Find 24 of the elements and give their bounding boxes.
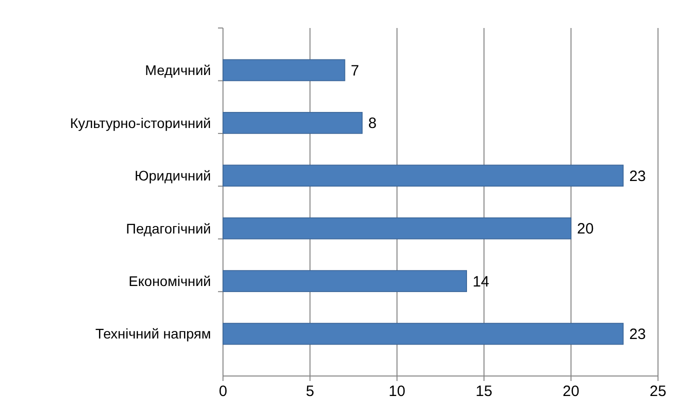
x-tick-label: 15 — [476, 383, 492, 400]
data-label: 14 — [472, 273, 490, 290]
x-tick-label: 5 — [306, 383, 314, 400]
data-label: 20 — [577, 220, 594, 238]
x-tick-label: 10 — [388, 383, 406, 400]
bar — [222, 322, 624, 345]
x-tick-label: 25 — [650, 383, 666, 400]
data-label: 23 — [629, 168, 646, 185]
bar — [222, 270, 467, 292]
y-tick-label: Педагогічний — [126, 220, 211, 236]
y-tick-label: Культурно-історичний — [70, 114, 211, 131]
y-tick-label: Юридичний — [134, 168, 211, 184]
y-tick-label: Медичний — [145, 62, 211, 78]
y-tick-label: Економічний — [128, 272, 211, 289]
bar — [222, 59, 346, 82]
x-tick-label: 0 — [218, 383, 228, 400]
bar — [222, 112, 363, 134]
data-label: 23 — [629, 326, 646, 344]
bar — [222, 217, 572, 240]
data-label: 7 — [350, 62, 360, 80]
y-tick-label: Технічний напрям — [95, 326, 211, 342]
x-tick-label: 20 — [562, 383, 580, 400]
bar — [222, 164, 624, 187]
data-label: 8 — [368, 115, 377, 132]
